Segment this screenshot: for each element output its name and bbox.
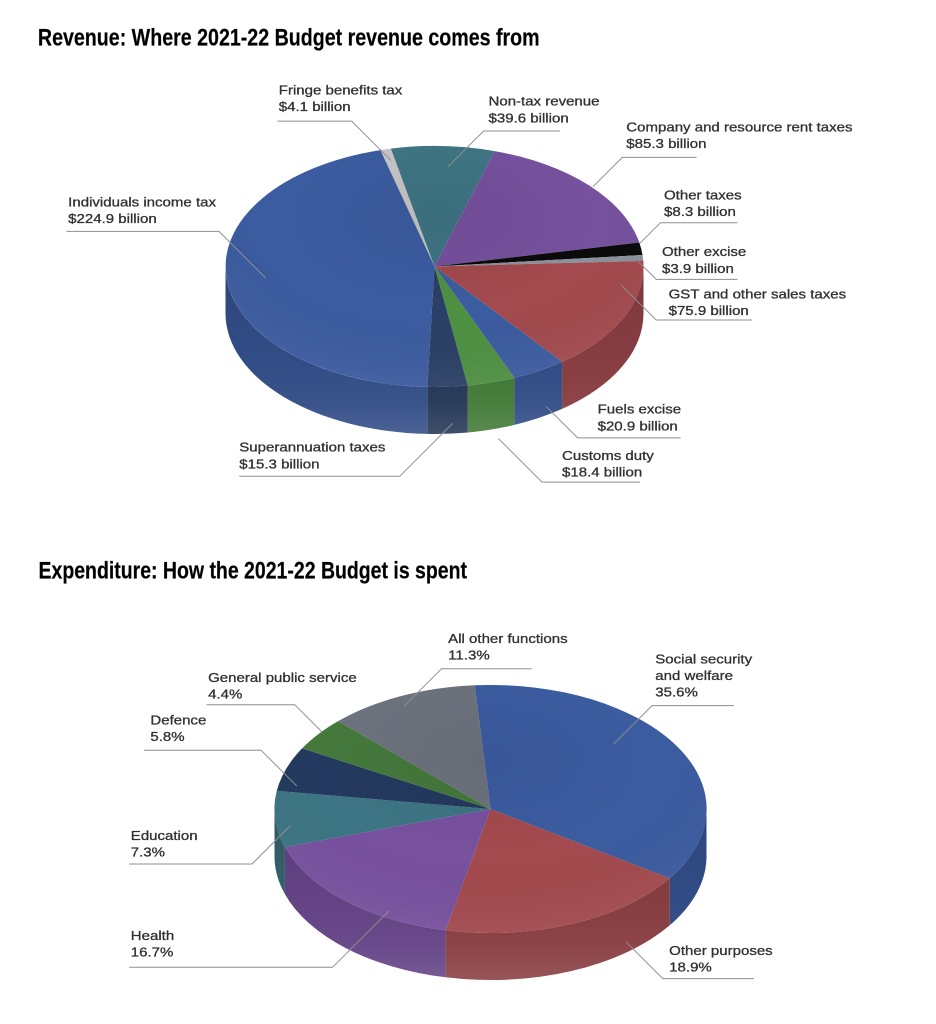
svg-text:$4.1 billion: $4.1 billion [279,99,351,114]
svg-text:$224.9 billion: $224.9 billion [68,211,157,226]
svg-text:$20.9 billion: $20.9 billion [598,418,678,433]
svg-text:$85.3 billion: $85.3 billion [626,136,706,151]
svg-text:Individuals income tax: Individuals income tax [68,194,216,209]
svg-text:Social security: Social security [655,652,752,667]
svg-text:18.9%: 18.9% [669,959,712,974]
svg-text:Fringe benefits tax: Fringe benefits tax [279,82,403,97]
svg-text:Defence: Defence [150,712,206,727]
svg-text:Superannuation taxes: Superannuation taxes [239,440,386,455]
svg-text:All other functions: All other functions [448,631,568,646]
svg-text:Other excise: Other excise [662,244,746,259]
svg-text:Other purposes: Other purposes [669,943,773,958]
svg-text:35.6%: 35.6% [655,685,698,700]
svg-text:$39.6 billion: $39.6 billion [489,110,569,125]
svg-text:Health: Health [131,928,174,943]
svg-text:Revenue: Where 2021-22 Budget: Revenue: Where 2021-22 Budget revenue co… [38,24,540,51]
svg-text:General public service: General public service [208,670,357,685]
svg-text:GST and other sales taxes: GST and other sales taxes [669,287,847,302]
svg-text:16.7%: 16.7% [131,944,174,959]
svg-text:7.3%: 7.3% [131,845,166,860]
svg-text:$15.3 billion: $15.3 billion [239,456,319,471]
svg-text:$8.3 billion: $8.3 billion [664,204,736,219]
svg-text:Fuels excise: Fuels excise [598,402,682,417]
svg-text:Non-tax revenue: Non-tax revenue [489,94,600,109]
svg-text:Company and resource rent taxe: Company and resource rent taxes [626,120,853,135]
svg-text:5.8%: 5.8% [150,729,185,744]
svg-text:$18.4 billion: $18.4 billion [562,465,642,480]
svg-text:Customs duty: Customs duty [562,448,654,463]
svg-text:Expenditure: How the 2021-22 B: Expenditure: How the 2021-22 Budget is s… [39,558,468,585]
svg-text:Education: Education [131,828,198,843]
svg-text:$75.9 billion: $75.9 billion [669,303,749,318]
svg-text:$3.9 billion: $3.9 billion [662,261,734,276]
svg-text:4.4%: 4.4% [208,686,243,701]
svg-text:Other taxes: Other taxes [664,187,742,202]
svg-text:11.3%: 11.3% [448,648,490,663]
svg-text:and welfare: and welfare [655,668,733,683]
